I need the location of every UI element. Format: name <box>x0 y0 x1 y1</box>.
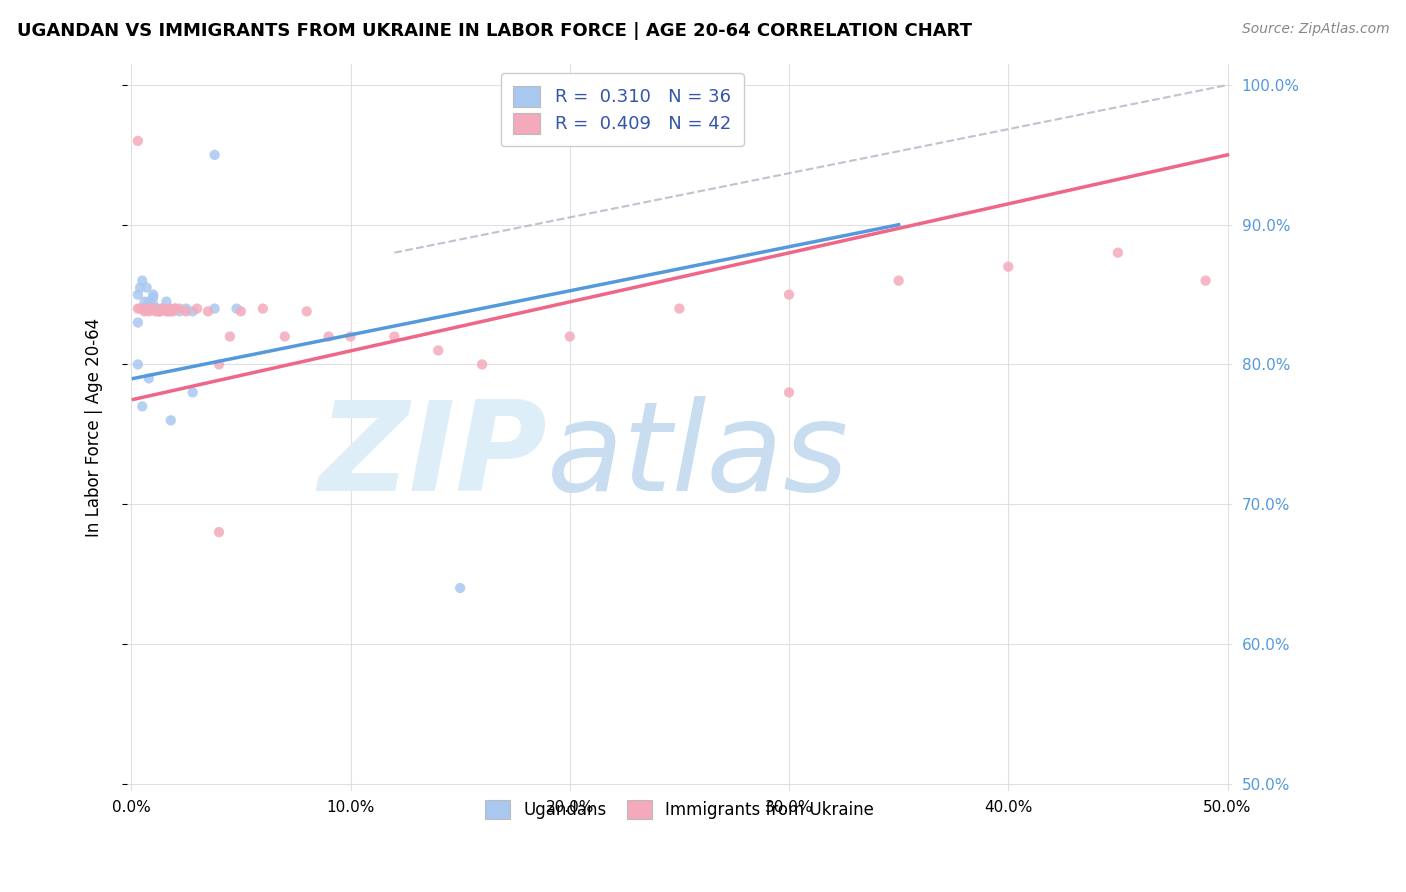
Point <box>127 301 149 316</box>
Point <box>318 329 340 343</box>
Point <box>449 581 471 595</box>
Point <box>138 294 160 309</box>
Point <box>129 280 152 294</box>
Point <box>155 304 177 318</box>
Y-axis label: In Labor Force | Age 20-64: In Labor Force | Age 20-64 <box>86 318 103 537</box>
Text: Source: ZipAtlas.com: Source: ZipAtlas.com <box>1241 22 1389 37</box>
Point <box>134 304 156 318</box>
Point <box>155 294 177 309</box>
Point <box>384 329 406 343</box>
Point <box>174 301 197 316</box>
Point <box>131 274 153 288</box>
Point <box>229 304 252 318</box>
Point <box>295 304 318 318</box>
Point <box>129 301 152 316</box>
Point <box>157 304 180 318</box>
Point <box>159 301 181 316</box>
Point <box>138 301 160 316</box>
Point <box>127 358 149 372</box>
Point <box>139 301 162 316</box>
Point <box>208 525 231 540</box>
Point <box>157 301 180 316</box>
Point <box>134 301 156 316</box>
Point <box>197 304 219 318</box>
Point <box>153 301 176 316</box>
Point <box>471 358 494 372</box>
Text: atlas: atlas <box>547 396 849 516</box>
Point <box>159 413 181 427</box>
Point <box>146 301 169 316</box>
Legend: Ugandans, Immigrants from Ukraine: Ugandans, Immigrants from Ukraine <box>478 793 880 826</box>
Point <box>134 294 156 309</box>
Point <box>204 301 226 316</box>
Point <box>219 329 242 343</box>
Point <box>142 301 165 316</box>
Point <box>427 343 450 358</box>
Point <box>127 316 149 330</box>
Point <box>997 260 1019 274</box>
Point <box>887 274 910 288</box>
Point <box>169 301 191 316</box>
Point <box>138 304 160 318</box>
Point <box>146 304 169 318</box>
Point <box>142 290 165 304</box>
Point <box>150 301 173 316</box>
Point <box>1194 274 1216 288</box>
Point <box>138 371 160 385</box>
Point <box>204 148 226 162</box>
Point <box>149 304 172 318</box>
Point <box>135 301 157 316</box>
Point <box>135 301 157 316</box>
Point <box>208 358 231 372</box>
Point <box>174 304 197 318</box>
Point <box>252 301 274 316</box>
Point <box>274 329 297 343</box>
Text: UGANDAN VS IMMIGRANTS FROM UKRAINE IN LABOR FORCE | AGE 20-64 CORRELATION CHART: UGANDAN VS IMMIGRANTS FROM UKRAINE IN LA… <box>17 22 972 40</box>
Text: ZIP: ZIP <box>318 396 547 516</box>
Point <box>165 301 187 316</box>
Point <box>181 304 204 318</box>
Point <box>142 287 165 301</box>
Point <box>778 287 800 301</box>
Point <box>668 301 690 316</box>
Point <box>225 301 247 316</box>
Point <box>145 301 167 316</box>
Point <box>127 134 149 148</box>
Point <box>778 385 800 400</box>
Point <box>169 304 191 318</box>
Point <box>186 301 208 316</box>
Point <box>127 287 149 301</box>
Point <box>139 301 162 316</box>
Point <box>181 385 204 400</box>
Point <box>131 301 153 316</box>
Point <box>145 304 167 318</box>
Point <box>149 304 172 318</box>
Point <box>131 400 153 414</box>
Point <box>162 304 184 318</box>
Point <box>159 304 181 318</box>
Point <box>1107 245 1129 260</box>
Point <box>153 301 176 316</box>
Point <box>135 280 157 294</box>
Point <box>165 301 187 316</box>
Point <box>339 329 361 343</box>
Point <box>131 301 153 316</box>
Point <box>150 301 173 316</box>
Point <box>558 329 581 343</box>
Point <box>142 297 165 311</box>
